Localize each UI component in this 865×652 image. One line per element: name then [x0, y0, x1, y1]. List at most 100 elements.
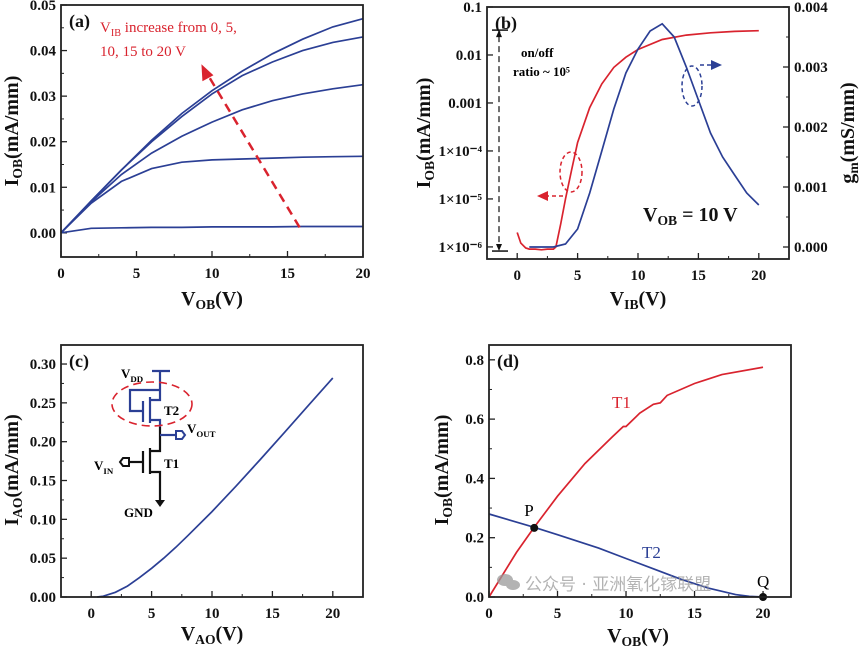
vout-terminal-icon: [175, 430, 187, 440]
vdd-label-part: V: [121, 366, 131, 381]
t1-label: T1: [164, 456, 179, 471]
vob-condition: VOB = 10 V: [643, 204, 738, 228]
x-axis-label-part: AO: [195, 632, 215, 647]
y2-axis-label-part: m: [846, 162, 861, 174]
ratio-text: ratio ~ 10⁵: [513, 64, 570, 79]
annotation-vib: VIB increase from 0, 5,: [100, 20, 237, 39]
vob-condition-part: OB: [657, 213, 677, 228]
t2-curve-label: T2: [642, 543, 661, 562]
x-tick-label: 20: [751, 268, 766, 284]
y-axis-label: IOB(mA/mm): [413, 78, 437, 189]
x-tick-label: 5: [133, 266, 141, 282]
series-line-i-ob: [516, 29, 759, 251]
x-tick-label: 10: [205, 266, 220, 282]
x-axis-label-part: (V): [215, 288, 243, 310]
y-axis-label-part: OB: [422, 161, 437, 181]
x-tick-label: 20: [756, 606, 771, 622]
x-axis-label: VAO(V): [181, 623, 244, 647]
x-tick-label: 5: [148, 606, 156, 622]
series-line-v-ib-0-v: [60, 225, 363, 234]
vout-label-part: V: [187, 421, 197, 436]
y-tick-label: 0.4: [465, 471, 484, 487]
point-p: [530, 523, 539, 532]
x-tick-label: 10: [619, 606, 634, 622]
y-tick-label: 1×10⁻⁵: [439, 192, 483, 208]
vob-condition-part: = 10 V: [677, 204, 738, 226]
x-tick-label: 0: [513, 268, 521, 284]
y-axis-label-part: I: [1, 518, 23, 526]
y2-tick-label: 0.001: [794, 180, 828, 196]
y-tick-label: 0.0: [465, 590, 484, 606]
annotation-vib-part: increase from 0, 5,: [121, 20, 237, 36]
plot-frame: [60, 344, 364, 598]
series-line-v-ib-5-v: [60, 155, 364, 234]
t2-highlight: [111, 381, 193, 427]
y-tick-label: 0.2: [465, 531, 484, 547]
y-axis-label-part: I: [413, 180, 435, 188]
vin-label: VIN: [94, 458, 114, 476]
x-axis-label-part: (V): [641, 625, 669, 647]
series-line-v-ib-15-v: [60, 36, 364, 234]
y-tick-label: 0.05: [30, 551, 56, 567]
x-tick-label: 15: [691, 268, 706, 284]
x-tick-label: 0: [57, 266, 65, 282]
right-arrow-icon: [711, 60, 722, 70]
x-axis-label-part: V: [610, 288, 625, 310]
x-tick-label: 15: [265, 606, 280, 622]
x-tick-label: 10: [205, 606, 220, 622]
x-axis-label-part: V: [181, 288, 196, 310]
panel-d: 0 5 10 15 200.00.20.40.60.8VOB(V)IOB(mA/mm)(…: [431, 344, 792, 649]
y2-tick-label: 0.004: [794, 0, 828, 16]
y2-tick-label: 0.000: [794, 240, 828, 256]
y-tick-label: 0.04: [30, 44, 57, 60]
y-axis-label: IOB(mA/mm): [431, 415, 455, 526]
y-axis-label: IOB(mA/mm): [1, 76, 25, 187]
t2-drain: [150, 371, 162, 402]
y-tick-label: 1×10⁻⁶: [439, 240, 483, 256]
vin-terminal-icon: [118, 457, 130, 467]
t1-curve-label: T1: [612, 393, 631, 412]
x-axis-label-part: OB: [622, 634, 642, 649]
y-axis-label: IAO(mA/mm): [1, 414, 25, 526]
annotation-vib-line2: 10, 15 to 20 V: [100, 44, 186, 60]
y-tick-label: 0.01: [30, 180, 56, 196]
x-tick-label: 5: [554, 606, 562, 622]
arrow-up-icon: [496, 30, 502, 38]
y-tick-label: 1×10⁻⁴: [439, 144, 483, 160]
vin-label-part: V: [94, 458, 104, 473]
wechat-icon-bubble: [506, 580, 520, 590]
vdd-label-part: DD: [130, 374, 143, 384]
series-line-t1: [488, 366, 764, 598]
y-axis-label-part: OB: [440, 498, 455, 518]
y2-axis-label-part: (mS/mm): [837, 82, 859, 162]
left-arrow-icon: [537, 191, 548, 201]
series-line-v-ib-10-v: [60, 83, 364, 234]
plot-frame: [488, 344, 792, 598]
x-axis-label: VIB(V): [610, 288, 667, 312]
y-tick-label: 0.10: [30, 512, 56, 528]
x-axis-label-part: OB: [196, 297, 216, 312]
y-axis-label-part: I: [431, 517, 453, 525]
y2-axis-label: gm(mS/mm): [837, 82, 861, 183]
series-line-i-ao: [97, 377, 334, 598]
x-tick-label: 20: [325, 606, 340, 622]
t1-source: [150, 470, 162, 502]
y-tick-label: 0.001: [448, 96, 482, 112]
y-tick-label: 0.05: [30, 0, 56, 14]
plot-frame: [60, 4, 364, 258]
x-tick-label: 10: [631, 268, 646, 284]
y-tick-label: 0.6: [465, 412, 484, 428]
vob-condition-part: V: [643, 204, 658, 226]
y-tick-label: 0.25: [30, 396, 56, 412]
x-axis-label: VOB(V): [181, 288, 243, 312]
t1-drain: [150, 427, 162, 453]
plot-frame: [486, 6, 790, 260]
y-tick-label: 0.1: [463, 0, 482, 16]
y-axis-label-part: (mA/mm): [1, 76, 23, 159]
x-axis-label: VOB(V): [607, 625, 669, 649]
y2-axis-label-part: g: [837, 174, 859, 184]
y-tick-label: 0.20: [30, 435, 56, 451]
x-axis-label-part: (V): [639, 288, 667, 310]
